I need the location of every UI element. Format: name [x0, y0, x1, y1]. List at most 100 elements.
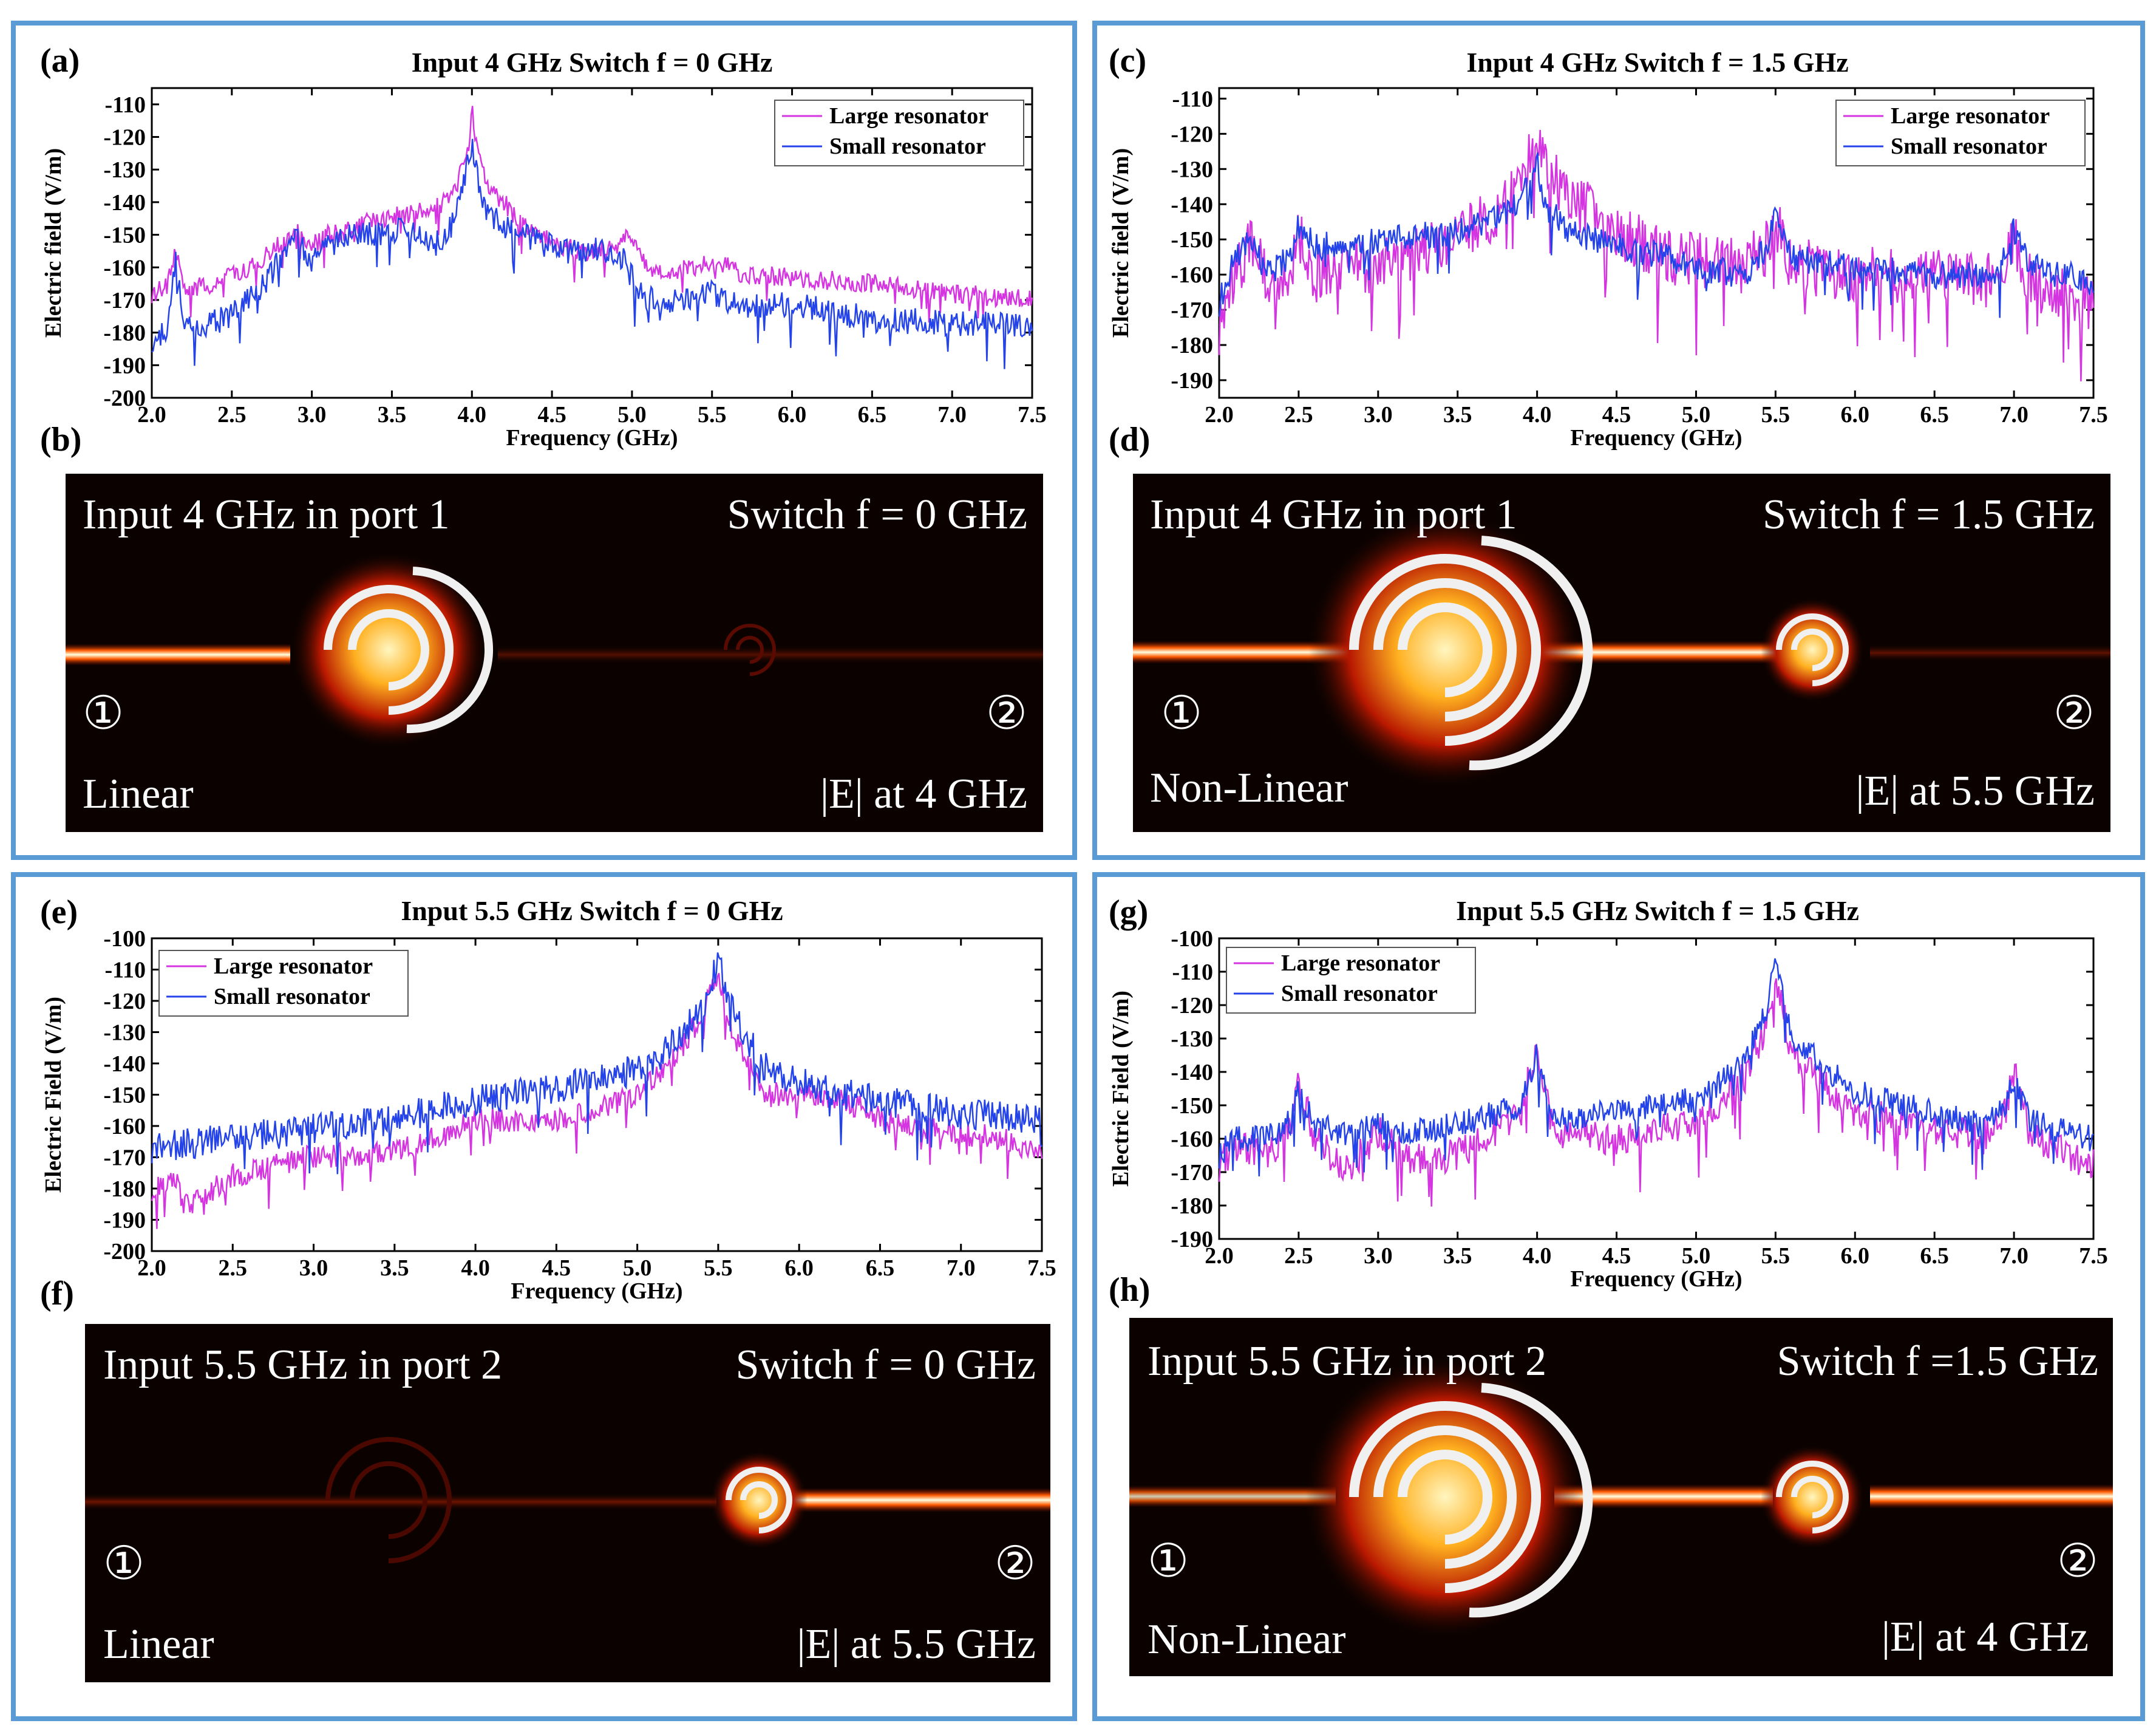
port-1-label-b: ① — [83, 686, 124, 740]
chart-title-a: Input 4 GHz Switch f = 0 GHz — [412, 47, 773, 78]
y-tick-label: -150 — [1171, 1093, 1213, 1119]
x-tick-label: 4.0 — [1523, 402, 1552, 428]
x-tick-label: 3.0 — [1364, 402, 1393, 428]
y-tick-label: -140 — [1171, 1060, 1213, 1085]
large-resonator-d — [1349, 536, 1593, 771]
field-switch-b: Switch f = 0 GHz — [727, 491, 1027, 538]
small-resonator-h — [1776, 1461, 1849, 1533]
x-tick-label: 3.5 — [1443, 402, 1472, 428]
y-tick-label: -180 — [103, 321, 146, 346]
large-resonator-glow-b — [291, 553, 486, 747]
legend-box-e — [158, 950, 409, 1017]
y-tick-label: -130 — [103, 1020, 146, 1046]
x-tick-label: 4.0 — [461, 1255, 490, 1281]
y-tick-label: -110 — [104, 92, 146, 118]
y-axis-title-e: Electric Field (V/m) — [41, 997, 66, 1193]
x-tick-label: 2.5 — [217, 402, 247, 428]
quadrant-c-d-border — [1092, 21, 2145, 860]
panel-letter-h: (h) — [1109, 1271, 1150, 1309]
y-tick-label: -160 — [1171, 1127, 1213, 1152]
legend-label-small: Small resonator — [1891, 134, 2047, 159]
y-tick-label: -110 — [1172, 960, 1213, 985]
waveguide-left-h — [1129, 1486, 1336, 1507]
x-axis-title-a: Frequency (GHz) — [506, 425, 678, 451]
x-tick-label: 3.5 — [378, 402, 407, 428]
y-tick-label: -160 — [1171, 262, 1213, 288]
x-tick-label: 5.0 — [1682, 402, 1711, 428]
x-tick-label: 5.0 — [617, 402, 647, 428]
y-tick-label: -180 — [103, 1176, 146, 1202]
large-resonator-f — [325, 1437, 452, 1563]
x-tick-label: 6.5 — [858, 402, 887, 428]
y-tick-label: -110 — [1172, 86, 1213, 112]
panel-letter-g: (g) — [1109, 893, 1148, 931]
y-tick-label: -160 — [103, 255, 146, 281]
legend-label-large: Large resonator — [1281, 950, 1440, 976]
x-tick-label: 7.5 — [1018, 402, 1047, 428]
panel-letter-a: (a) — [40, 42, 80, 80]
field-input-d: Input 4 GHz in port 1 — [1150, 491, 1517, 538]
y-tick-label: -120 — [103, 989, 146, 1014]
y-tick-label: -190 — [1171, 1227, 1213, 1252]
field-mode-f: Linear — [103, 1621, 214, 1668]
series-line-a-small — [151, 138, 1033, 369]
legend-label-large: Large resonator — [214, 953, 373, 979]
chart-title-e: Input 5.5 GHz Switch f = 0 GHz — [401, 895, 783, 926]
port-2-label-f: ② — [995, 1536, 1036, 1590]
field-panel-f: (f) Input 5.5 GHz in port 2 Switch f = 0… — [40, 1275, 1050, 1682]
waveguide-left-b — [66, 644, 290, 666]
x-tick-label: 4.0 — [1523, 1243, 1552, 1269]
legend-label-large: Large resonator — [1891, 103, 2050, 129]
quadrant-a-b-border — [11, 21, 1077, 860]
large-resonator-h — [1349, 1383, 1593, 1618]
waveguide-right-d — [1870, 645, 2110, 661]
panel-letter-c: (c) — [1109, 42, 1146, 80]
y-tick-label: -200 — [103, 1239, 146, 1264]
legend-label-small: Small resonator — [1281, 981, 1438, 1006]
x-tick-label: 3.0 — [298, 402, 327, 428]
y-tick-label: -200 — [103, 386, 146, 411]
legend-label-large: Large resonator — [829, 103, 988, 129]
field-panel-h: (h) Input 5.5 GHz in port 2 Switch f =1.… — [1109, 1271, 2113, 1676]
y-tick-label: -130 — [103, 157, 146, 183]
x-tick-label: 3.0 — [1364, 1243, 1393, 1269]
field-measure-b: |E| at 4 GHz — [820, 771, 1027, 817]
x-tick-label: 2.0 — [1205, 1243, 1234, 1269]
series-line-c-small — [1218, 152, 2095, 318]
x-tick-label: 5.0 — [1682, 1243, 1711, 1269]
panel-letter-d: (d) — [1109, 421, 1150, 459]
y-tick-label: -100 — [103, 926, 146, 952]
waveguide-right-h — [1870, 1484, 2113, 1509]
x-tick-label: 5.5 — [1761, 1243, 1790, 1269]
field-switch-f: Switch f = 0 GHz — [736, 1342, 1036, 1388]
field-measure-f: |E| at 5.5 GHz — [797, 1621, 1036, 1668]
x-axis-title-g: Frequency (GHz) — [1570, 1266, 1742, 1292]
small-resonator-glow-d — [1761, 598, 1864, 701]
x-tick-label: 4.5 — [542, 1255, 571, 1281]
large-resonator-glow-d — [1308, 513, 1582, 786]
x-tick-label: 2.5 — [219, 1255, 248, 1281]
y-tick-label: -190 — [103, 1208, 146, 1233]
series-line-e-large — [151, 973, 1043, 1229]
y-tick-label: -170 — [103, 288, 146, 313]
x-tick-label: 7.0 — [1999, 402, 2028, 428]
x-tick-label: 6.0 — [784, 1255, 814, 1281]
x-tick-label: 6.0 — [1841, 402, 1870, 428]
y-tick-label: -190 — [103, 353, 146, 378]
x-tick-label: 2.5 — [1284, 1243, 1313, 1269]
field-switch-d: Switch f = 1.5 GHz — [1763, 491, 2095, 538]
y-tick-label: -150 — [103, 223, 146, 248]
x-tick-label: 6.0 — [778, 402, 807, 428]
field-mode-b: Linear — [83, 771, 194, 817]
field-panel-d: (d) Input 4 GHz in port 1 Switch f = 1.5… — [1109, 421, 2110, 832]
y-tick-label: -130 — [1171, 1026, 1213, 1052]
y-tick-label: -100 — [1171, 926, 1213, 952]
x-tick-label: 5.5 — [698, 402, 727, 428]
small-resonator-b — [724, 624, 776, 676]
field-mode-d: Non-Linear — [1150, 765, 1348, 811]
legend-label-small: Small resonator — [829, 134, 986, 159]
y-tick-label: -120 — [1171, 993, 1213, 1018]
x-tick-label: 5.0 — [623, 1255, 652, 1281]
series-line-g-small — [1218, 958, 2094, 1177]
